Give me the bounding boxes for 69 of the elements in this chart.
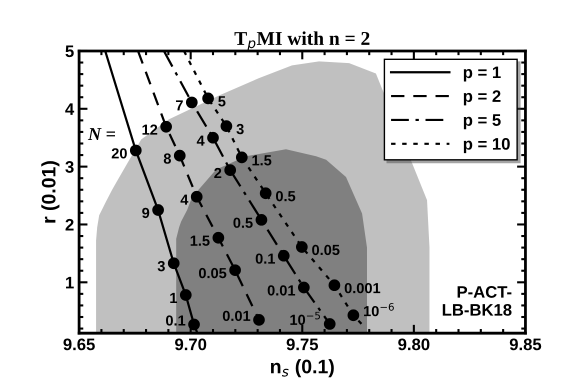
point bbox=[328, 279, 340, 292]
point bbox=[190, 190, 203, 203]
point bbox=[220, 120, 232, 132]
point bbox=[260, 187, 272, 200]
annotation: 2 bbox=[214, 168, 222, 178]
point bbox=[180, 289, 192, 301]
point bbox=[324, 318, 336, 330]
point bbox=[296, 241, 308, 253]
y-tick-label: 3 bbox=[65, 161, 74, 173]
annotation: 8 bbox=[164, 153, 171, 164]
annotation: 9 bbox=[142, 208, 150, 218]
point bbox=[160, 120, 172, 133]
point bbox=[278, 250, 290, 262]
x-axis-title: n$_{s}$ (0.1) bbox=[270, 359, 334, 378]
x-tick-label: 9.70 bbox=[175, 338, 206, 350]
annotation: 0.1 bbox=[166, 315, 186, 326]
x-tick-label: 9.85 bbox=[510, 338, 542, 350]
legend-label: p = 1 bbox=[464, 66, 501, 82]
annotation: 12 bbox=[142, 124, 158, 135]
x-tick-label: 9.80 bbox=[398, 338, 430, 350]
annotation: 10$^{−5}$ bbox=[290, 312, 320, 325]
point bbox=[168, 257, 180, 270]
annotation: 0.05 bbox=[198, 268, 226, 278]
point bbox=[207, 132, 219, 144]
point bbox=[212, 232, 224, 244]
annotation: 4 bbox=[196, 136, 205, 146]
annotation: 0.01 bbox=[268, 285, 296, 296]
annotation: 5 bbox=[218, 96, 226, 106]
point bbox=[298, 282, 310, 294]
legend-label: p = 10 bbox=[464, 138, 510, 154]
chart-title: T$_{p}$MI with n = 2 bbox=[234, 31, 370, 51]
legend-label: p = 5 bbox=[464, 114, 501, 130]
y-tick-label: 5 bbox=[65, 46, 74, 58]
annotation: 4 bbox=[180, 194, 188, 205]
annotation: 0.001 bbox=[344, 282, 380, 294]
annotation: 0.05 bbox=[312, 244, 340, 256]
x-tick-label: 9.65 bbox=[63, 338, 95, 350]
annotation: 0.1 bbox=[256, 253, 276, 264]
annotation: 1.5 bbox=[252, 155, 272, 166]
annotation: 3 bbox=[158, 260, 165, 272]
y-axis-title: r (0.01) bbox=[41, 161, 60, 223]
annotation: 0.5 bbox=[276, 190, 296, 202]
annotation: 7 bbox=[176, 100, 183, 110]
point bbox=[253, 314, 265, 326]
point bbox=[236, 152, 248, 164]
point bbox=[152, 204, 164, 216]
annotation: N = bbox=[88, 128, 116, 140]
annotation: 10$^{−6}$ bbox=[364, 302, 394, 316]
point bbox=[229, 264, 241, 276]
annotation: 1 bbox=[170, 292, 178, 303]
point bbox=[202, 92, 214, 104]
point bbox=[256, 214, 268, 226]
legend-label: p = 2 bbox=[464, 90, 501, 106]
annotation: 0.01 bbox=[222, 310, 250, 322]
point bbox=[188, 318, 200, 330]
point bbox=[348, 309, 360, 322]
annotation: 20 bbox=[112, 148, 127, 159]
annotation: 0.5 bbox=[233, 218, 253, 228]
y-tick-label: 4 bbox=[65, 103, 74, 115]
point bbox=[186, 96, 198, 108]
annotation: 1.5 bbox=[190, 236, 210, 246]
annotation: 3 bbox=[236, 124, 244, 134]
point bbox=[224, 164, 236, 176]
annotation: P-ACT- LB-BK18 bbox=[442, 286, 512, 316]
y-tick-label: 1 bbox=[66, 276, 74, 288]
y-tick-label: 2 bbox=[66, 218, 74, 231]
x-tick-label: 9.75 bbox=[286, 338, 318, 350]
point bbox=[130, 144, 142, 156]
point bbox=[174, 150, 186, 162]
